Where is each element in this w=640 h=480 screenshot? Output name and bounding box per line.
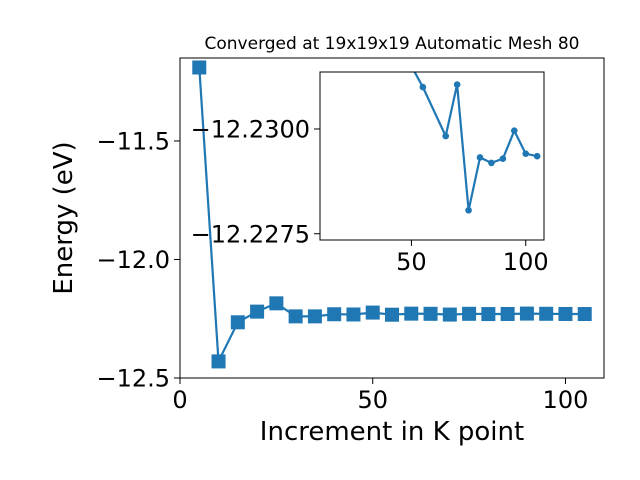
main-data-point bbox=[539, 306, 554, 321]
main-y-ticks: −11.5 −12.0 −12.5 bbox=[96, 128, 180, 393]
inset-data-point bbox=[442, 132, 450, 140]
main-data-point bbox=[442, 307, 457, 322]
inset-data-point bbox=[488, 159, 495, 167]
main-data-point bbox=[385, 307, 399, 322]
inset-data-point bbox=[499, 155, 507, 163]
main-y-tick-label: −12.0 bbox=[96, 246, 170, 274]
inset-data-point bbox=[476, 154, 484, 161]
main-data-point bbox=[192, 60, 207, 75]
main-data-point bbox=[269, 296, 284, 311]
inset-x-tick-label: 50 bbox=[396, 248, 427, 276]
inset-data-point bbox=[533, 152, 541, 160]
main-data-point bbox=[404, 306, 419, 321]
main-y-tick-label: −12.5 bbox=[96, 365, 170, 393]
chart-title: Converged at 19x19x19 Automatic Mesh 80 bbox=[205, 34, 580, 54]
main-data-point bbox=[365, 305, 380, 320]
x-axis-label: Increment in K point bbox=[260, 417, 524, 447]
main-data-point bbox=[423, 306, 438, 321]
main-data-point bbox=[327, 307, 342, 322]
main-y-tick-label: −11.5 bbox=[96, 128, 170, 156]
main-data-point bbox=[558, 306, 573, 321]
inset-data-point bbox=[419, 83, 427, 91]
main-data-point bbox=[250, 304, 265, 319]
main-x-ticks: 0 50 100 bbox=[172, 378, 588, 414]
inset-plot-area bbox=[320, 72, 544, 240]
main-data-point bbox=[519, 306, 534, 321]
main-x-tick-label: 100 bbox=[543, 386, 589, 414]
main-data-point bbox=[230, 315, 245, 330]
main-x-tick-label: 50 bbox=[357, 386, 388, 414]
inset-y-tick-label: −12.2275 bbox=[191, 220, 310, 248]
inset-plot: 50 100 −12.2300 −12.2275 bbox=[191, 71, 549, 276]
inset-data-point bbox=[453, 81, 461, 88]
inset-x-tick-label: 100 bbox=[503, 248, 549, 276]
main-data-point bbox=[577, 307, 592, 322]
main-data-point bbox=[462, 306, 477, 321]
main-data-point bbox=[481, 307, 496, 322]
inset-y-ticks: −12.2300 −12.2275 bbox=[191, 116, 320, 248]
y-axis-label: Energy (eV) bbox=[49, 141, 79, 294]
main-data-point bbox=[500, 306, 515, 321]
inset-data-point bbox=[510, 127, 518, 134]
inset-x-ticks: 50 100 bbox=[396, 240, 549, 276]
main-plot-frame bbox=[179, 57, 605, 379]
main-data-point bbox=[346, 307, 361, 322]
inset-series bbox=[413, 72, 541, 214]
inset-data-point bbox=[465, 206, 472, 214]
main-data-point bbox=[307, 309, 322, 324]
inset-y-tick-label: −12.2300 bbox=[191, 116, 310, 144]
main-x-tick-label: 0 bbox=[172, 386, 187, 414]
inset-plot-frame bbox=[319, 71, 545, 241]
main-data-point bbox=[288, 309, 303, 324]
main-series bbox=[192, 60, 592, 369]
main-data-point bbox=[211, 354, 226, 369]
inset-data-point bbox=[522, 150, 530, 157]
